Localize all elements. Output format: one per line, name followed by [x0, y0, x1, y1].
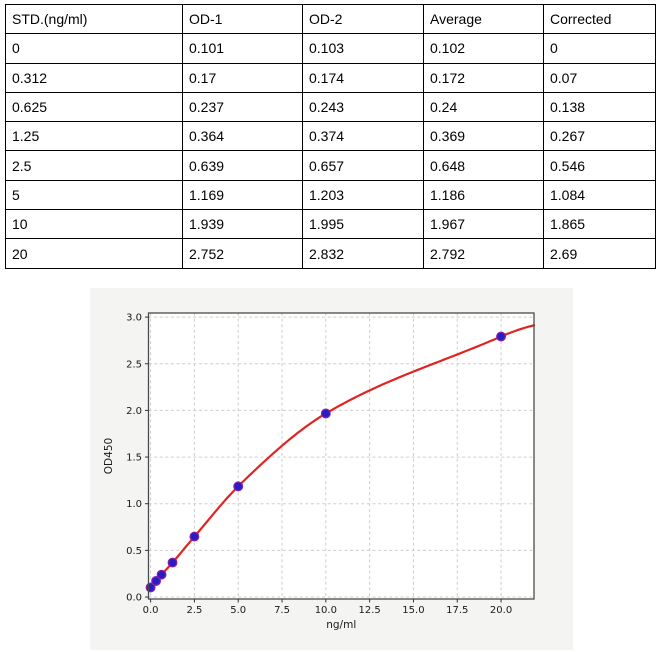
table-cell: 0.243	[302, 91, 424, 123]
y-tick-label: 2.0	[126, 406, 142, 417]
table-cell: 0.546	[543, 150, 656, 181]
plot-area	[148, 313, 534, 599]
y-axis-label: OD450	[103, 438, 115, 474]
table-cell: 2.69	[543, 238, 656, 269]
table-cell: 2.792	[423, 238, 544, 269]
table-cell: 0.24	[423, 91, 544, 123]
table-cell: 0.17	[182, 62, 303, 93]
data-point	[156, 569, 167, 580]
y-tick-label: 0.0	[126, 593, 142, 604]
table-cell: 1.186	[423, 179, 544, 211]
table-cell: 0.174	[302, 62, 424, 93]
x-tick-label: 20.0	[490, 605, 512, 616]
table-header-row: STD.(ng/ml) OD-1 OD-2 Average Corrected	[5, 3, 656, 35]
table-cell: 0.369	[423, 121, 544, 152]
table-cell: 0.101	[182, 33, 303, 64]
data-point	[233, 481, 244, 492]
fit-curve	[149, 324, 536, 589]
standards-table: STD.(ng/ml) OD-1 OD-2 Average Corrected 0 0.1…	[5, 3, 656, 269]
data-point	[151, 576, 162, 586]
x-tick-label: 7.5	[274, 605, 290, 616]
table-cell: 0	[5, 33, 183, 64]
data-point	[496, 331, 507, 342]
x-tick-label: 17.5	[446, 605, 468, 616]
table-cell: 0.657	[302, 150, 424, 181]
x-tick-label: 12.5	[359, 605, 381, 616]
table-cell: 1.967	[423, 209, 544, 240]
table-cell: 0	[543, 33, 656, 64]
table-row: 2.5 0.639 0.657 0.648 0.546	[5, 150, 656, 181]
table-row: 20 2.752 2.832 2.792 2.69	[5, 238, 656, 269]
table-cell: 1.25	[5, 121, 183, 152]
table-cell: 1.084	[543, 179, 656, 211]
standard-curve-figure: 0.0 2.5 5.0 7.5 10.0 12.5 15.0 17.5 20.0 0.0 0.5 1.…	[90, 288, 573, 650]
y-tick-label: 2.5	[126, 359, 142, 370]
table-cell: 0.648	[423, 150, 544, 181]
table-cell: 0.172	[423, 62, 544, 93]
table-cell: 0.364	[182, 121, 303, 152]
table-row: 10 1.939 1.995 1.967 1.865	[5, 209, 656, 240]
table-cell: 1.995	[302, 209, 424, 240]
table-cell: 0.312	[5, 62, 183, 93]
table-cell: 2.832	[302, 238, 424, 269]
column-header: Corrected	[543, 3, 656, 35]
table-cell: 10	[5, 209, 183, 240]
x-tick-label: 2.5	[186, 605, 202, 616]
column-header: OD-1	[182, 3, 303, 35]
table-cell: 0.374	[302, 121, 424, 152]
table-cell: 0.102	[423, 33, 544, 64]
table-cell: 0.625	[5, 91, 183, 123]
table-cell: 5	[5, 179, 183, 211]
table-row: 5 1.169 1.203 1.186 1.084	[5, 179, 656, 211]
table-cell: 1.169	[182, 179, 303, 211]
table-cell: 0.267	[543, 121, 656, 152]
table-cell: 0.237	[182, 91, 303, 123]
x-axis-label: ng/ml	[326, 619, 356, 631]
table-cell: 1.203	[302, 179, 424, 211]
table-row: 0.625 0.237 0.243 0.24 0.138	[5, 91, 656, 123]
table-cell: 0.138	[543, 91, 656, 123]
table-cell: 0.103	[302, 33, 424, 64]
column-header: OD-2	[302, 3, 424, 35]
table-cell: 0.07	[543, 62, 656, 93]
y-tick-label: 3.0	[126, 313, 142, 324]
data-point	[167, 557, 178, 568]
y-tick-label: 0.5	[126, 546, 142, 557]
data-point	[320, 408, 331, 419]
table-cell: 2.752	[182, 238, 303, 269]
table-cell: 20	[5, 238, 183, 269]
data-point	[189, 531, 200, 542]
table-row: 0 0.101 0.103 0.102 0	[5, 33, 656, 64]
table-cell: 2.5	[5, 150, 183, 181]
x-tick-label: 0.0	[143, 605, 159, 616]
table-cell: 1.865	[543, 209, 656, 240]
x-tick-label: 15.0	[402, 605, 424, 616]
y-tick-label: 1.0	[126, 499, 142, 510]
table-cell: 1.939	[182, 209, 303, 240]
table-row: 0.312 0.17 0.174 0.172 0.07	[5, 62, 656, 93]
column-header: Average	[423, 3, 544, 35]
x-tick-label: 5.0	[230, 605, 246, 616]
x-tick-label: 10.0	[315, 605, 337, 616]
plot-border	[147, 312, 535, 600]
standard-curve-chart: 0.0 2.5 5.0 7.5 10.0 12.5 15.0 17.5 20.0 0.0 0.5 1.…	[90, 288, 573, 650]
table-row: 1.25 0.364 0.374 0.369 0.267	[5, 121, 656, 152]
y-tick-label: 1.5	[126, 453, 142, 464]
column-header: STD.(ng/ml)	[5, 3, 183, 35]
table-cell: 0.639	[182, 150, 303, 181]
